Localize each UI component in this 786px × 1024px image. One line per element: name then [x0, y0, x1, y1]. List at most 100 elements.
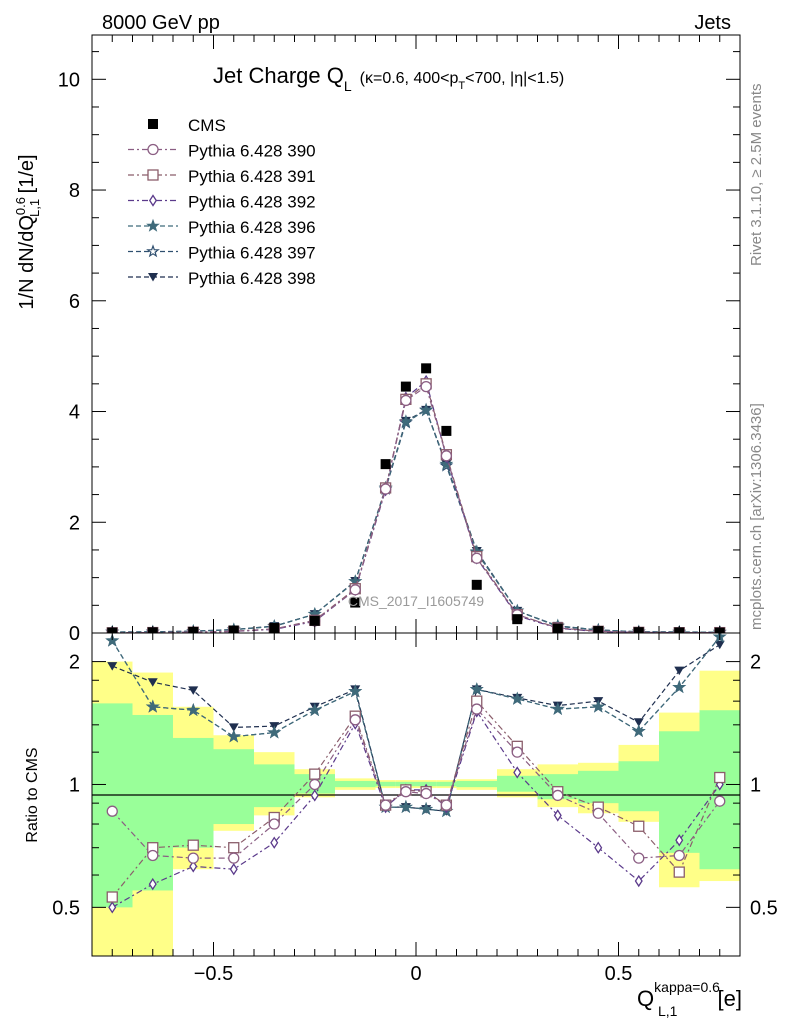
ratio-point-p396 — [307, 702, 322, 717]
x-tick-label: −0.5 — [194, 963, 233, 985]
ratio-point-p398 — [633, 718, 644, 727]
x-tick-label: 0 — [410, 963, 421, 985]
point-p390 — [440, 450, 453, 462]
point-p390 — [420, 380, 432, 393]
legend-label: Pythia 6.428 390 — [188, 142, 316, 161]
ratio-point-p398 — [188, 686, 199, 695]
point-p396 — [419, 403, 434, 417]
ratio-point-p398 — [147, 678, 158, 687]
ratio-y-tick-label-left: 1 — [69, 774, 80, 796]
inner-band — [213, 749, 254, 825]
ratio-point-p390 — [633, 852, 645, 864]
ratio-point-p391 — [106, 891, 118, 903]
ratio-point-p392 — [594, 841, 603, 854]
legend-label: CMS — [188, 116, 226, 135]
ratio-point-p390 — [106, 805, 118, 817]
legend-item-p391: Pythia 6.428 391 — [128, 167, 316, 186]
ratio-point-p398 — [228, 723, 239, 732]
ratio-point-p396 — [419, 801, 434, 816]
ratio-point-p390 — [228, 852, 240, 864]
main-y-tick-label: 4 — [69, 402, 80, 424]
ratio-point-p391 — [714, 771, 726, 784]
analysis-id-watermark: CMS_2017_I1605749 — [348, 593, 484, 609]
ratio-point-p392 — [229, 863, 238, 876]
point-cms — [471, 579, 482, 590]
ratio-point-p390 — [592, 807, 604, 819]
inner-band — [92, 703, 133, 908]
ratio-point-p391 — [187, 839, 199, 851]
point-cms — [380, 459, 391, 470]
ratio-point-p392 — [148, 877, 157, 891]
ratio-uncertainty-bands — [92, 661, 740, 956]
ratio-point-p390 — [511, 746, 523, 758]
ratio-point-p392 — [189, 860, 198, 873]
ratio-point-p391 — [673, 866, 685, 878]
ratio-point-p392 — [675, 834, 684, 847]
ratio-point-p390 — [349, 714, 361, 726]
legend-label: Pythia 6.428 396 — [188, 218, 316, 237]
point-p396 — [439, 456, 454, 471]
ratio-point-p396 — [105, 633, 120, 647]
inner-band — [618, 761, 659, 812]
ratio-y-tick-label-right: 0.5 — [750, 897, 778, 919]
ratio-point-p396 — [186, 702, 201, 717]
ratio-point-p396 — [672, 680, 687, 694]
inner-band — [254, 764, 295, 808]
ratio-point-p392 — [553, 809, 562, 822]
process-label: Jets — [694, 12, 731, 34]
ratio-point-p392 — [270, 836, 279, 849]
main-y-tick-label: 8 — [69, 180, 80, 202]
inner-band — [659, 731, 700, 853]
ratio-point-p398 — [714, 640, 725, 650]
point-p390 — [471, 552, 483, 564]
legend-item-p396: Pythia 6.428 396 — [128, 218, 316, 237]
ratio-point-p390 — [187, 852, 199, 864]
main-title: Jet Charge QL (κ=0.6, 400<pT<700, |η|<1.5… — [213, 63, 564, 94]
rivet-label: Rivet 3.1.10, ≥ 2.5M events — [748, 84, 765, 267]
point-cms — [421, 363, 432, 374]
ratio-point-p390 — [400, 786, 412, 798]
ratio-point-p392 — [513, 766, 522, 779]
ratio-series-group — [105, 633, 727, 914]
inner-band — [436, 781, 457, 787]
inner-band — [375, 781, 396, 787]
ratio-point-p390 — [420, 787, 432, 800]
ratio-point-p396 — [145, 699, 160, 713]
ratio-point-p396 — [226, 729, 241, 743]
legend-label: Pythia 6.428 397 — [188, 244, 316, 263]
main-y-tick-label: 0 — [69, 623, 80, 645]
inner-band — [335, 780, 376, 788]
inner-band — [497, 775, 538, 792]
legend-label: Pythia 6.428 392 — [188, 193, 316, 212]
ratio-point-p390 — [471, 703, 483, 715]
ratio-point-p392 — [634, 874, 643, 888]
legend-item-cms: CMS — [148, 116, 226, 135]
energy-label: 8000 GeV pp — [102, 12, 220, 34]
point-p390 — [379, 483, 392, 495]
ratio-point-p396 — [469, 682, 484, 696]
ratio-point-p396 — [591, 699, 606, 713]
ratio-point-p396 — [398, 799, 413, 814]
source-label: mcplots.cern.ch [arXiv:1306.3436] — [748, 403, 765, 630]
ratio-y-axis-label: Ratio to CMS — [24, 747, 41, 842]
ratio-point-p390 — [268, 818, 280, 830]
legend-item-p390: Pythia 6.428 390 — [128, 142, 316, 161]
ratio-point-p390 — [379, 799, 392, 811]
ratio-y-tick-label-right: 2 — [750, 652, 761, 674]
legend: CMS Pythia 6.428 390 Pythia 6.428 391 Pythi… — [128, 116, 316, 288]
point-p390 — [400, 394, 412, 407]
ratio-point-p392 — [310, 789, 319, 802]
legend-label: Pythia 6.428 391 — [188, 167, 316, 186]
legend-label: Pythia 6.428 398 — [188, 269, 316, 288]
x-tick-label: 0.5 — [605, 963, 633, 985]
ratio-point-p390 — [673, 849, 685, 862]
point-cms — [400, 381, 411, 392]
ratio-point-p392 — [108, 901, 117, 914]
ratio-point-p391 — [633, 820, 645, 832]
inner-band — [456, 780, 497, 788]
ratio-point-p391 — [309, 768, 321, 780]
ratio-series-p390 — [106, 703, 726, 864]
ratio-point-p390 — [714, 795, 726, 807]
ratio-point-p390 — [147, 849, 159, 862]
